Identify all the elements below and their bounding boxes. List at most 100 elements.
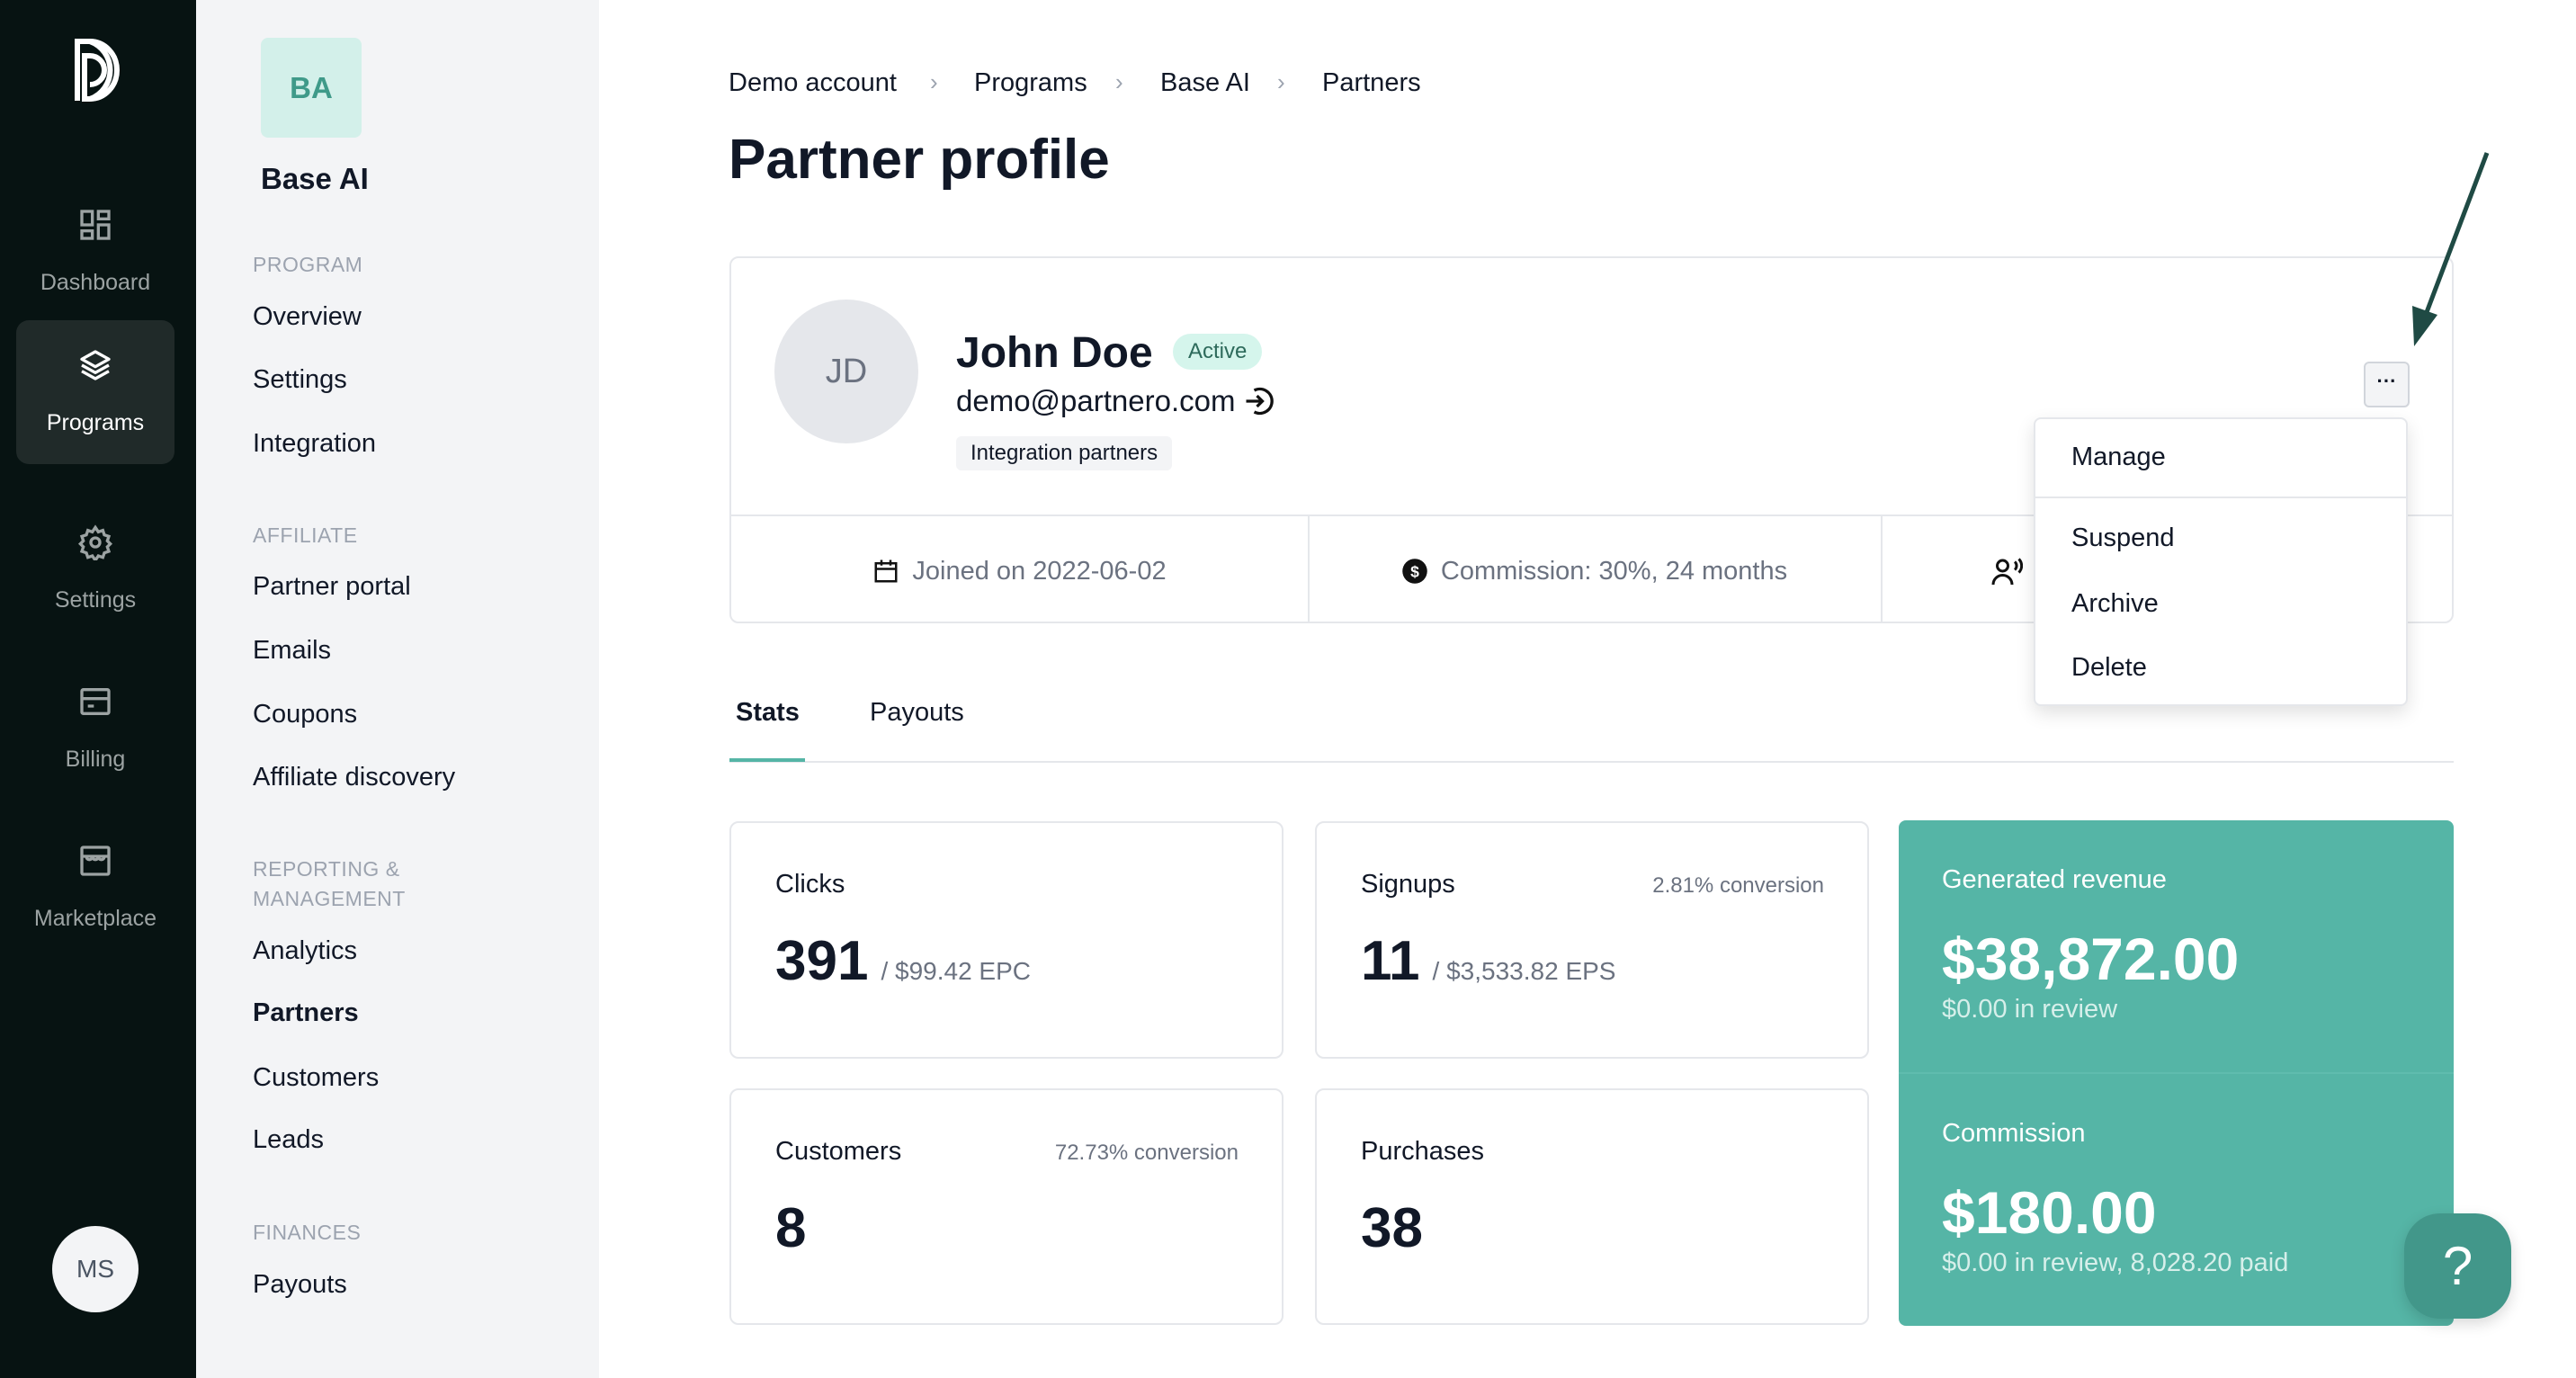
tab-payouts[interactable]: Payouts (870, 698, 964, 727)
commission-value: $180.00 (1942, 1179, 2157, 1246)
revenue-value: $38,872.00 (1942, 926, 2240, 992)
nav-analytics[interactable]: Analytics (253, 936, 358, 965)
stat-card-clicks: Clicks 391 / $99.42 EPC (729, 821, 1284, 1059)
joined-info: Joined on 2022-06-02 (731, 519, 1308, 623)
stat-value: 11 / $3,533.82 EPS (1361, 929, 1615, 993)
partner-group-tag[interactable]: Integration partners (956, 436, 1173, 470)
referral-icon (1991, 558, 2023, 586)
revenue-label: Generated revenue (1942, 865, 2167, 894)
rail-item-marketplace[interactable]: Marketplace (16, 816, 174, 960)
chevron-right-icon: › (1115, 68, 1123, 95)
stat-label: Clicks (775, 870, 845, 899)
breadcrumb-base-ai[interactable]: Base AI (1160, 68, 1250, 97)
store-icon (80, 846, 111, 876)
eps-value: / $3,533.82 EPS (1432, 957, 1616, 985)
partner-email: demo@partnero.com (956, 384, 1236, 417)
nav-coupons[interactable]: Coupons (253, 700, 358, 729)
page-title: Partner profile (729, 129, 1110, 191)
nav-affiliate-discovery[interactable]: Affiliate discovery (253, 763, 456, 792)
nav-customers[interactable]: Customers (253, 1063, 380, 1092)
status-badge: Active (1173, 334, 1263, 370)
rail-label: Marketplace (33, 906, 157, 931)
commission-terms: Commission: 30%, 24 months (1440, 556, 1788, 586)
stat-card-customers: Customers 72.73% conversion 8 (729, 1088, 1284, 1325)
menu-item-archive[interactable]: Archive (2071, 589, 2159, 618)
nav-settings[interactable]: Settings (253, 365, 347, 394)
calendar-icon (874, 559, 898, 583)
joined-date: Joined on 2022-06-02 (912, 556, 1167, 586)
partner-email-row: demo@partnero.com (956, 384, 1275, 418)
help-button[interactable]: ? (2404, 1213, 2511, 1319)
commission-review: $0.00 in review, 8,028.20 paid (1942, 1248, 2289, 1277)
breadcrumb-demo-account[interactable]: Demo account (729, 68, 897, 97)
purchases-value: 38 (1361, 1197, 1423, 1259)
section-affiliate: AFFILIATE (253, 523, 358, 547)
breadcrumb-partners: Partners (1322, 68, 1421, 97)
clicks-value: 391 (775, 930, 869, 992)
nav-partners[interactable]: Partners (253, 998, 359, 1027)
breadcrumb-programs[interactable]: Programs (974, 68, 1087, 97)
app-rail: Dashboard Programs Settings Billing Mark… (0, 0, 196, 1378)
section-program: PROGRAM (253, 253, 363, 276)
stat-card-signups: Signups 2.81% conversion 11 / $3,533.82 E… (1315, 821, 1869, 1059)
rail-label: Dashboard (40, 270, 151, 295)
revenue-review: $0.00 in review (1942, 995, 2118, 1024)
rail-label: Programs (46, 410, 145, 435)
annotation-arrow (2412, 152, 2490, 346)
revenue-commission-card: Generated revenue $38,872.00 $0.00 in re… (1899, 820, 2454, 1326)
nav-partner-portal[interactable]: Partner portal (253, 572, 411, 601)
login-as-icon[interactable] (1242, 385, 1275, 417)
program-sidebar: BA Base AI PROGRAM Overview Settings Int… (196, 0, 599, 1378)
section-reporting-line2: MANAGEMENT (253, 887, 406, 910)
menu-item-delete[interactable]: Delete (2071, 653, 2147, 682)
partner-name: John Doe (956, 329, 1153, 377)
stat-label: Purchases (1361, 1137, 1485, 1166)
customers-value: 8 (775, 1197, 807, 1259)
dollar-circle-icon: $ (1402, 559, 1427, 584)
signups-value: 11 (1361, 930, 1420, 992)
program-avatar: BA (261, 38, 362, 138)
user-avatar[interactable]: MS (52, 1226, 139, 1312)
commission-info: $ Commission: 30%, 24 months (1308, 519, 1881, 623)
section-finances: FINANCES (253, 1221, 362, 1244)
stat-card-purchases: Purchases 38 (1315, 1088, 1869, 1325)
nav-payouts[interactable]: Payouts (253, 1270, 347, 1299)
nav-integration[interactable]: Integration (253, 429, 377, 458)
tab-stats[interactable]: Stats (736, 698, 800, 727)
nav-overview[interactable]: Overview (253, 302, 362, 331)
rail-item-programs[interactable]: Programs (16, 320, 174, 464)
divider (1899, 1072, 2454, 1074)
menu-divider (2035, 497, 2406, 498)
rail-item-settings[interactable]: Settings (16, 497, 174, 641)
nav-leads[interactable]: Leads (253, 1125, 325, 1154)
rail-label: Billing (65, 747, 126, 772)
chevron-right-icon: › (1277, 68, 1285, 95)
svg-text:$: $ (1410, 562, 1419, 580)
nav-emails[interactable]: Emails (253, 636, 332, 665)
stat-label: Signups (1361, 870, 1455, 899)
more-actions-button[interactable]: ··· (2364, 362, 2410, 407)
commission-label: Commission (1942, 1119, 2086, 1148)
rail-item-billing[interactable]: Billing (16, 657, 174, 801)
rail-label: Settings (54, 587, 137, 613)
divider (1881, 516, 1883, 623)
dashboard-icon (80, 210, 111, 240)
program-name: Base AI (261, 162, 369, 195)
divider (1308, 516, 1310, 623)
tabs-border (729, 761, 2454, 763)
epc-value: / $99.42 EPC (881, 957, 1032, 985)
partnero-logo (75, 39, 120, 102)
menu-item-manage[interactable]: Manage (2071, 443, 2166, 471)
stat-conversion: 72.73% conversion (1054, 1141, 1239, 1165)
more-actions-menu: Manage Suspend Archive Delete (2034, 417, 2408, 706)
active-tab-indicator (729, 758, 805, 762)
section-reporting: REPORTING & (253, 857, 400, 881)
divider (731, 515, 2452, 516)
menu-item-suspend[interactable]: Suspend (2071, 523, 2175, 552)
stat-label: Customers (775, 1137, 902, 1166)
partner-avatar: JD (774, 300, 918, 443)
rail-item-dashboard[interactable]: Dashboard (16, 180, 174, 324)
stat-value: 391 / $99.42 EPC (775, 929, 1031, 993)
billing-icon (80, 688, 111, 715)
gear-icon (77, 524, 113, 560)
